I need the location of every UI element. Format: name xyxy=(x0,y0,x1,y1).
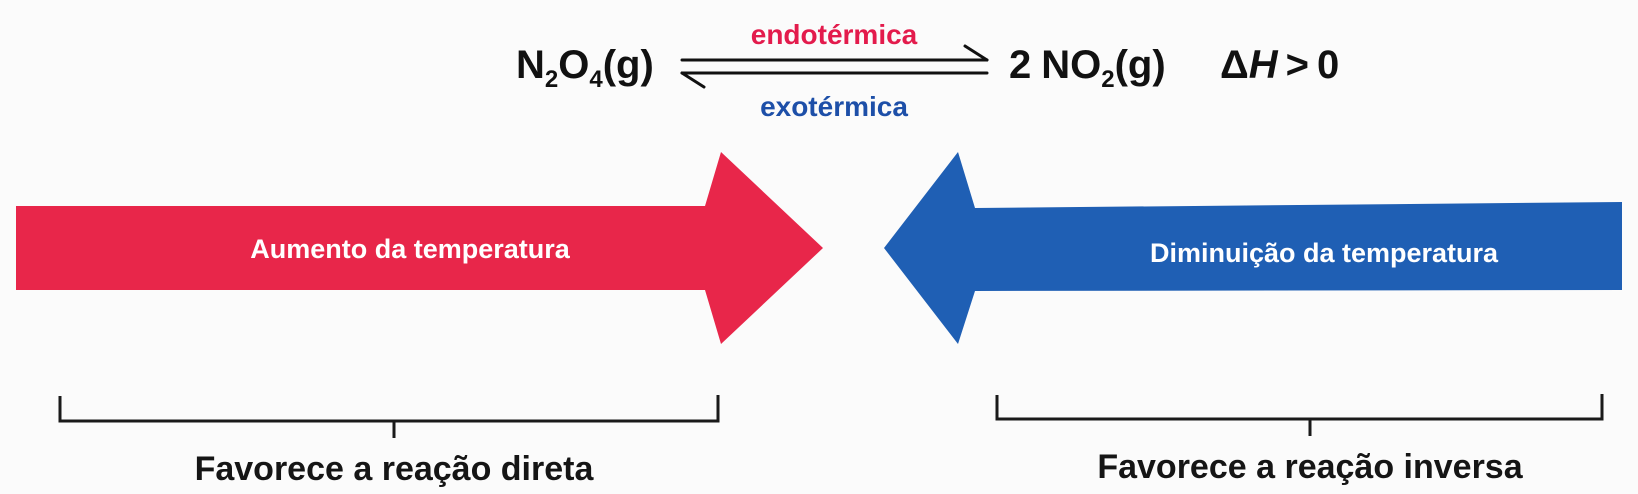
left-brace xyxy=(58,395,720,438)
temperature-decrease-label: Diminuição da temperatura xyxy=(1150,238,1499,268)
enthalpy-expression: ΔH >0 xyxy=(1220,43,1339,87)
temperature-increase-arrow xyxy=(16,152,823,344)
temperature-increase-label: Aumento da temperatura xyxy=(250,234,571,264)
direct-reaction-label: Favorece a reação direta xyxy=(195,450,595,488)
product-formula: 2 NO2(g) xyxy=(1009,43,1166,93)
temperature-decrease-arrow xyxy=(884,152,1622,344)
inverse-reaction-label: Favorece a reação inversa xyxy=(1097,448,1523,486)
forward-arrow-barb xyxy=(963,44,989,62)
exothermic-label: exotérmica xyxy=(760,91,908,122)
reactant-formula: N2O4(g) xyxy=(516,43,654,93)
equilibrium-arrows-icon xyxy=(680,44,989,89)
endothermic-label: endotérmica xyxy=(751,19,918,50)
reverse-arrow-barb xyxy=(680,71,706,89)
right-brace xyxy=(995,394,1604,436)
